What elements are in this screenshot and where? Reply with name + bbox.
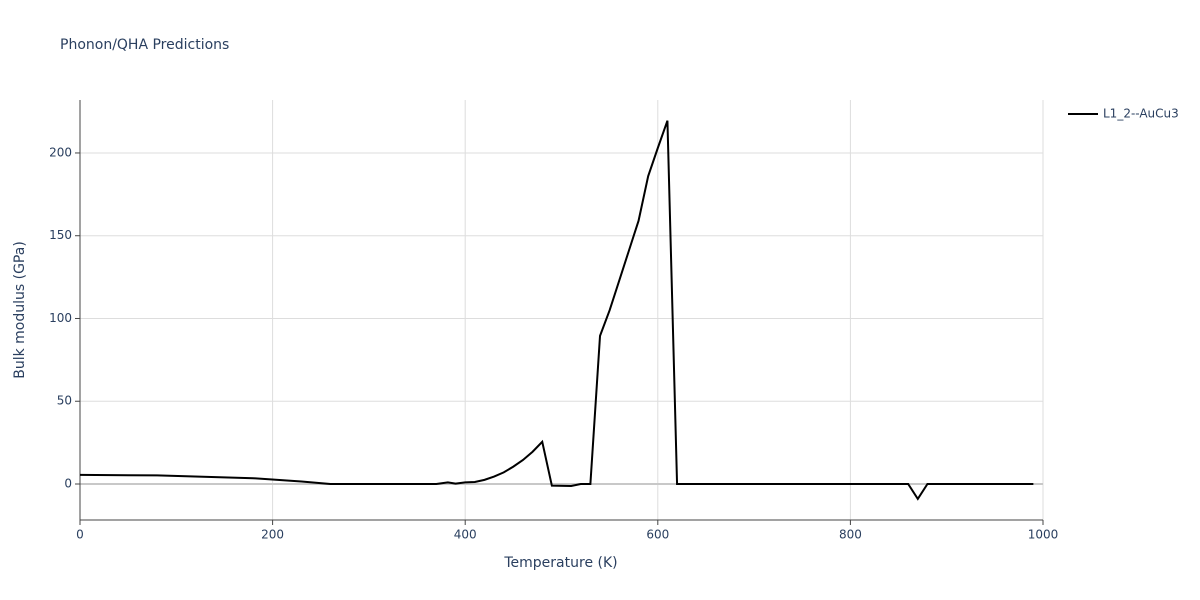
x-tick-label: 400 xyxy=(454,528,477,542)
x-axis-title: Temperature (K) xyxy=(503,555,617,571)
x-tick-label: 800 xyxy=(839,528,862,542)
x-tick-label: 200 xyxy=(261,528,284,542)
y-tick-label: 50 xyxy=(57,394,72,408)
y-tick-label: 0 xyxy=(64,477,72,491)
y-tick-label: 200 xyxy=(49,145,72,159)
y-tick-label: 100 xyxy=(49,311,72,325)
y-tick-label: 150 xyxy=(49,228,72,242)
y-axis-title: Bulk modulus (GPa) xyxy=(12,241,28,379)
x-tick-label: 600 xyxy=(646,528,669,542)
x-tick-label: 1000 xyxy=(1028,528,1059,542)
x-tick-label: 0 xyxy=(76,528,84,542)
line xyxy=(79,120,1034,501)
chart-title: Phonon/QHA Predictions xyxy=(60,37,229,53)
legend-label: L1_2--AuCu3 xyxy=(1103,107,1179,121)
